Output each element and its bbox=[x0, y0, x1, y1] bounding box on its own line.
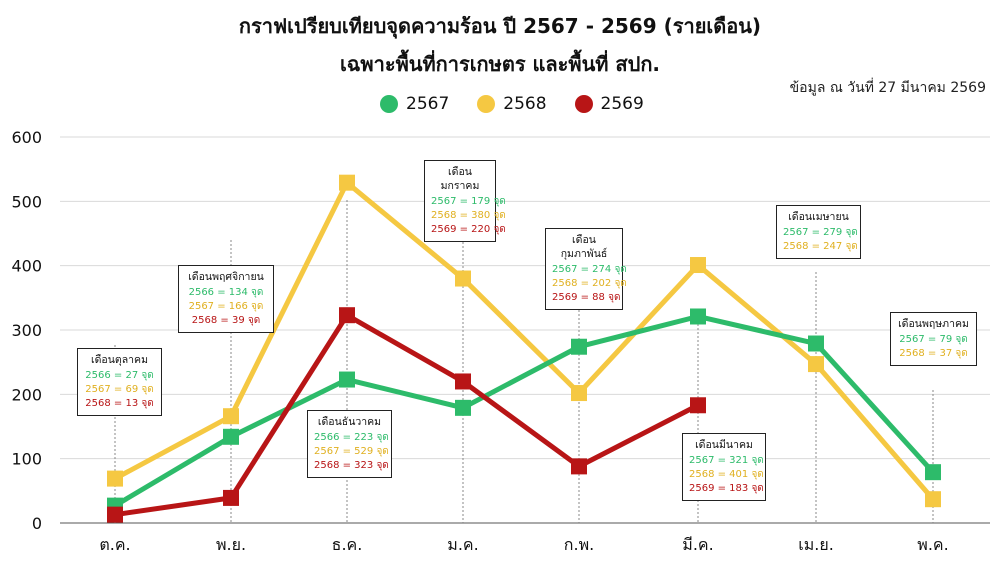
annotation-box: เดือนตุลาคม 2566 = 27 จุด 2567 = 69 จุด 256… bbox=[77, 348, 162, 416]
data-point-2568 bbox=[808, 356, 824, 373]
legend-item-2569: 2569 bbox=[574, 94, 644, 114]
annotation-heading: เดือนตุลาคม bbox=[91, 354, 148, 366]
legend: 2567 2568 2569 bbox=[380, 94, 644, 114]
annotation-line: 2567 = 79 จุด bbox=[899, 334, 968, 345]
data-point-2568 bbox=[571, 385, 587, 402]
annotation-line: 2568 = 323 จุด bbox=[314, 460, 389, 471]
data-date-note: ข้อมูล ณ วันที่ 27 มีนาคม 2569 bbox=[789, 80, 986, 96]
legend-swatch-2567 bbox=[380, 95, 398, 113]
x-tick-label: พ.ย. bbox=[216, 535, 246, 554]
annotation-box: เดือนพฤษภาคม 2567 = 79 จุด 2568 = 37 จุด bbox=[890, 312, 977, 366]
data-point-2567 bbox=[223, 428, 239, 445]
data-point-2567 bbox=[455, 399, 471, 416]
annotation-line: 2569 = 88 จุด bbox=[552, 292, 621, 303]
annotation-line: 2567 = 166 จุด bbox=[188, 301, 264, 312]
annotation-line: 2568 = 247 จุด bbox=[783, 241, 858, 252]
x-tick-label: พ.ค. bbox=[917, 535, 948, 554]
data-point-2567 bbox=[571, 338, 587, 355]
data-point-2568 bbox=[339, 174, 355, 191]
x-tick-label: เม.ย. bbox=[798, 535, 834, 554]
legend-swatch-2569 bbox=[574, 95, 593, 113]
series-line-2567 bbox=[113, 313, 935, 508]
legend-item-2568: 2568 bbox=[477, 94, 547, 114]
annotation-line: 2569 = 220 จุด bbox=[431, 224, 506, 235]
data-point-2569 bbox=[339, 307, 355, 324]
annotation-line: 2566 = 27 จุด bbox=[85, 370, 154, 381]
annotation-box: เดือนเมษายน 2567 = 279 จุด 2568 = 247 จุด bbox=[776, 205, 861, 259]
annotation-heading: เดือนพฤษภาคม bbox=[898, 318, 969, 330]
annotation-line: 2568 = 380 จุด bbox=[431, 210, 506, 221]
y-tick-label: 500 bbox=[11, 192, 42, 211]
data-point-2567 bbox=[925, 464, 941, 481]
y-tick-label: 100 bbox=[11, 450, 42, 469]
annotation-line: 2568 = 401 จุด bbox=[689, 469, 764, 480]
data-point-2567 bbox=[690, 308, 706, 325]
annotation-heading: เดือนมีนาคม bbox=[695, 439, 753, 451]
data-point-2569 bbox=[455, 373, 471, 390]
y-tick-label: 200 bbox=[11, 385, 42, 404]
data-point-2567 bbox=[339, 371, 355, 388]
annotation-line: 2568 = 37 จุด bbox=[899, 348, 968, 359]
annotation-box: เดือนมกราคม 2567 = 179 จุด 2568 = 380 จุด 2… bbox=[424, 160, 506, 242]
annotation-heading: เดือนมกราคม bbox=[440, 166, 480, 192]
data-point-2567 bbox=[808, 335, 824, 352]
annotation-line: 2567 = 321 จุด bbox=[689, 455, 764, 466]
data-point-2568 bbox=[107, 470, 123, 487]
data-point-2569 bbox=[571, 458, 587, 475]
legend-label-2568: 2568 bbox=[503, 94, 547, 114]
x-tick-label: ม.ค. bbox=[447, 535, 478, 554]
x-tick-label: มี.ค. bbox=[682, 535, 713, 554]
annotation-box: เดือนมีนาคม 2567 = 321 จุด 2568 = 401 จุด 2… bbox=[682, 433, 766, 501]
x-tick-label: ต.ค. bbox=[99, 535, 130, 554]
y-tick-label: 0 bbox=[32, 514, 42, 533]
y-tick-label: 400 bbox=[11, 257, 42, 276]
data-point-2568 bbox=[455, 270, 471, 287]
x-tick-label: ธ.ค. bbox=[332, 535, 363, 554]
chart-title: กราฟเปรียบเทียบจุดความร้อน ปี 2567 - 256… bbox=[238, 14, 762, 38]
annotation-line: 2567 = 279 จุด bbox=[783, 227, 858, 238]
data-point-2568 bbox=[223, 408, 239, 425]
annotation-line: 2568 = 39 จุด bbox=[191, 315, 261, 326]
annotation-line: 2567 = 529 จุด bbox=[314, 446, 389, 457]
data-point-2568 bbox=[925, 491, 941, 508]
annotation-box: เดือนกุมภาพันธ์ 2567 = 274 จุด 2568 = 202 … bbox=[545, 228, 627, 310]
annotation-line: 2567 = 179 จุด bbox=[431, 196, 506, 207]
series-line-2569 bbox=[114, 312, 700, 518]
legend-swatch-2568 bbox=[477, 95, 496, 113]
annotation-line: 2569 = 183 จุด bbox=[689, 483, 764, 494]
annotation-line: 2568 = 202 จุด bbox=[552, 278, 627, 289]
legend-label-2569: 2569 bbox=[600, 94, 644, 114]
annotation-line: 2566 = 223 จุด bbox=[314, 432, 389, 443]
annotation-heading: เดือนพฤศจิกายน bbox=[188, 271, 264, 283]
data-point-2569 bbox=[690, 397, 706, 414]
annotation-heading: เดือนธันวาคม bbox=[317, 416, 382, 428]
data-point-2568 bbox=[690, 257, 706, 274]
y-tick-label: 600 bbox=[11, 128, 42, 147]
data-point-2569 bbox=[107, 506, 123, 523]
chart-subtitle: เฉพาะพื้นที่การเกษตร และพื้นที่ สปก. bbox=[339, 52, 661, 76]
annotation-line: 2567 = 274 จุด bbox=[552, 264, 627, 275]
annotation-line: 2568 = 13 จุด bbox=[85, 398, 154, 409]
legend-item-2567: 2567 bbox=[380, 94, 449, 114]
legend-label-2567: 2567 bbox=[406, 94, 450, 114]
annotation-heading: เดือนเมษายน bbox=[788, 211, 849, 223]
series-line-2568 bbox=[113, 180, 935, 501]
y-tick-label: 300 bbox=[11, 321, 42, 340]
annotation-heading: เดือนกุมภาพันธ์ bbox=[560, 234, 608, 260]
annotation-box: เดือนพฤศจิกายน 2566 = 134 จุด 2567 = 166 จ… bbox=[178, 265, 274, 333]
annotation-line: 2566 = 134 จุด bbox=[188, 287, 264, 298]
data-point-2569 bbox=[223, 489, 239, 506]
x-tick-label: ก.พ. bbox=[564, 535, 594, 554]
annotation-line: 2567 = 69 จุด bbox=[85, 384, 154, 395]
annotation-box: เดือนธันวาคม 2566 = 223 จุด 2567 = 529 จุด… bbox=[307, 410, 392, 478]
